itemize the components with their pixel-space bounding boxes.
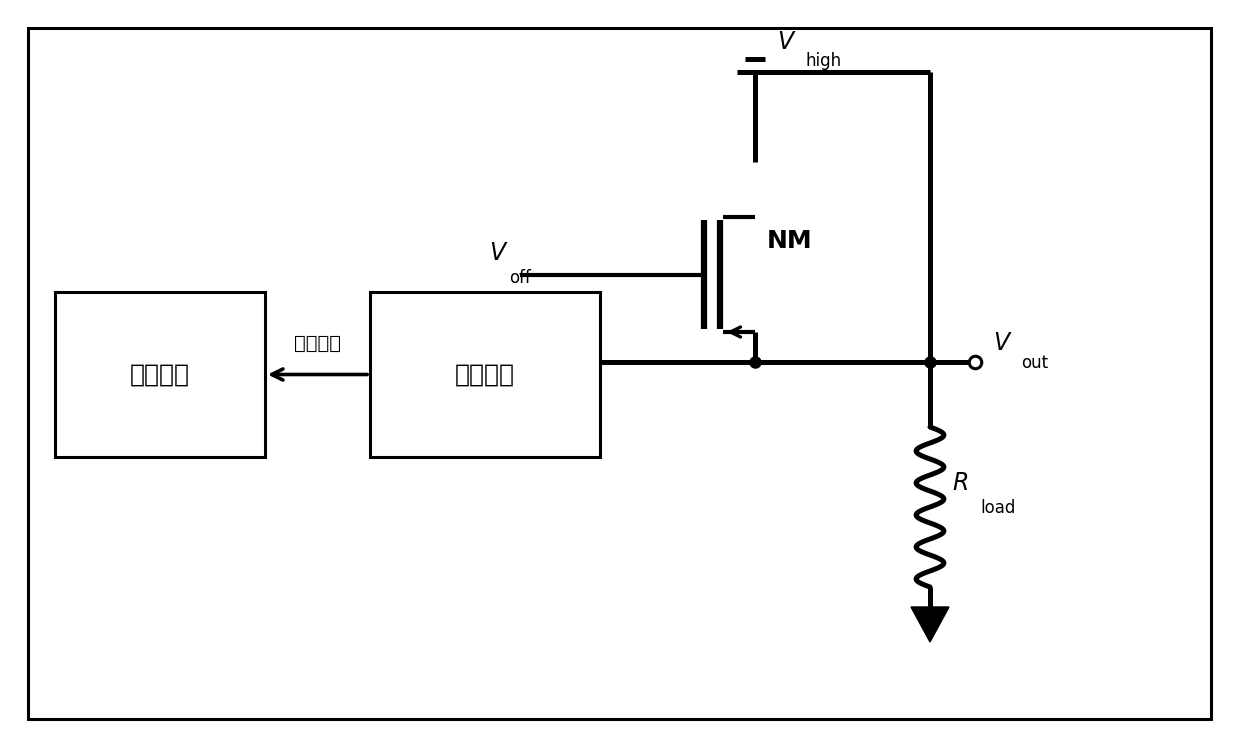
Polygon shape <box>911 607 949 642</box>
Text: 逻辑输出: 逻辑输出 <box>294 333 341 353</box>
Text: V: V <box>777 30 793 54</box>
Text: NM: NM <box>767 229 813 252</box>
Text: V: V <box>992 331 1009 355</box>
Text: 整形电路: 整形电路 <box>455 362 515 386</box>
Text: V: V <box>489 241 506 264</box>
Text: off: off <box>509 268 530 287</box>
Text: 逻辑电路: 逻辑电路 <box>130 362 190 386</box>
Text: high: high <box>805 52 841 70</box>
Text: load: load <box>980 499 1016 517</box>
Bar <box>370 292 600 457</box>
Bar <box>55 292 265 457</box>
Text: out: out <box>1021 354 1048 372</box>
Text: R: R <box>952 471 969 495</box>
